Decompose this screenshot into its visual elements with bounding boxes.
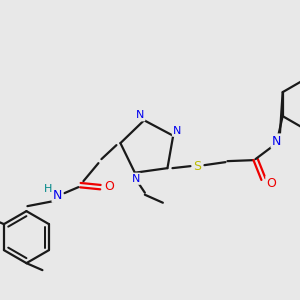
Text: H: H xyxy=(44,184,52,194)
Text: O: O xyxy=(104,180,114,193)
Text: S: S xyxy=(194,160,202,172)
Text: N: N xyxy=(53,189,62,202)
Text: N: N xyxy=(132,174,140,184)
Text: N: N xyxy=(136,110,144,120)
Text: N: N xyxy=(272,135,281,148)
Text: N: N xyxy=(173,126,182,136)
Text: O: O xyxy=(266,177,276,190)
